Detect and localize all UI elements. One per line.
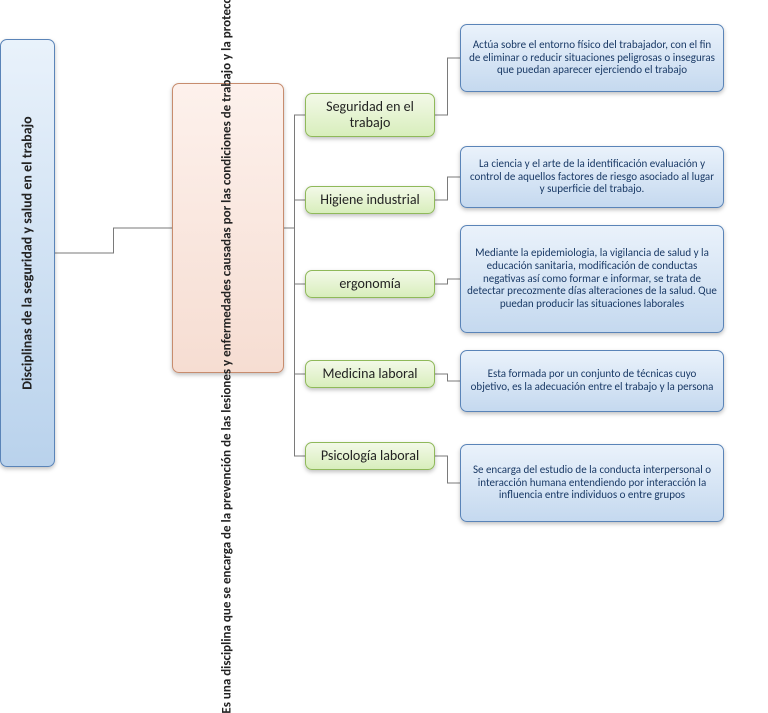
description-3: Esta formada por un conjunto de técnicas… [460,350,724,412]
discipline-2-label: ergonomía [339,276,400,292]
discipline-3-label: Medicina laboral [322,366,417,382]
discipline-1-label: Higiene industrial [320,192,420,208]
description-4: Se encarga del estudio de la conducta in… [460,444,724,522]
definition-box: Es una disciplina que se encarga de la p… [172,83,284,373]
discipline-4: Psicología laboral [305,442,435,470]
title-box-label: Disciplinas de la seguridad y salud en e… [19,116,35,390]
discipline-0-label: Seguridad en el trabajo [312,99,428,131]
description-2: Mediante la epidemiologia, la vigilancia… [460,225,724,333]
description-1-label: La ciencia y el arte de la identificació… [467,158,717,196]
description-4-label: Se encarga del estudio de la conducta in… [467,464,717,502]
discipline-3: Medicina laboral [305,360,435,388]
description-0: Actúa sobre el entorno físico del trabaj… [460,24,724,92]
discipline-1: Higiene industrial [305,186,435,214]
description-2-label: Mediante la epidemiologia, la vigilancia… [467,247,717,310]
definition-box-label: Es una disciplina que se encarga de la p… [221,0,236,713]
discipline-4-label: Psicología laboral [321,448,419,464]
title-box: Disciplinas de la seguridad y salud en e… [0,39,55,467]
description-1: La ciencia y el arte de la identificació… [460,146,724,208]
description-0-label: Actúa sobre el entorno físico del trabaj… [467,39,717,77]
discipline-0: Seguridad en el trabajo [305,93,435,137]
discipline-2: ergonomía [305,270,435,298]
description-3-label: Esta formada por un conjunto de técnicas… [467,368,717,393]
